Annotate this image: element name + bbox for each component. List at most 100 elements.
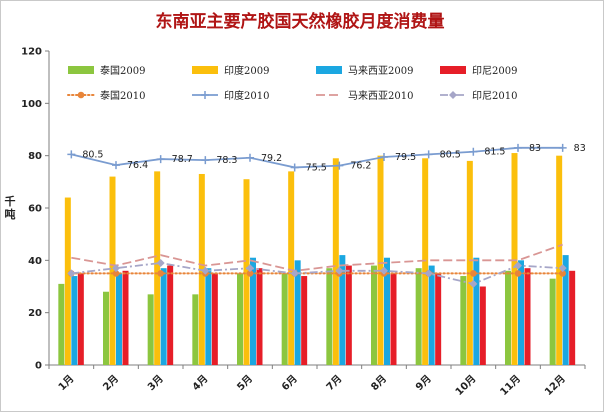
x-tick-label: 8月 <box>369 373 389 393</box>
data-point <box>469 147 478 156</box>
bar <box>384 257 390 365</box>
data-label: 80.5 <box>440 149 461 160</box>
data-point <box>424 150 433 159</box>
legend-marker <box>77 91 85 99</box>
bar <box>390 273 397 365</box>
bar <box>339 255 346 365</box>
y-axis: 0 20 40 60 80 100 120 <box>21 47 50 372</box>
bar-series <box>77 265 576 365</box>
legend-marker <box>449 91 457 99</box>
data-label: 80.5 <box>82 149 103 160</box>
legend-label: 印尼2009 <box>472 65 517 77</box>
series-line <box>71 146 563 169</box>
data-point <box>514 270 522 277</box>
data-point <box>157 270 164 277</box>
x-tick-label: 5月 <box>235 373 255 393</box>
series-line <box>71 262 563 285</box>
legend-label: 印尼2010 <box>472 90 517 102</box>
bar <box>371 265 377 365</box>
bar <box>326 268 333 365</box>
y-tick-label: 0 <box>35 361 42 372</box>
y-tick-label: 120 <box>21 47 42 58</box>
bar <box>250 257 256 365</box>
x-tick-label: 3月 <box>145 373 165 393</box>
bar <box>211 273 218 365</box>
bar <box>301 276 308 365</box>
legend-item: 印度2010 <box>192 89 269 102</box>
data-point <box>335 266 344 275</box>
series-lines <box>67 143 567 288</box>
line-series <box>68 270 566 277</box>
bar <box>281 273 288 365</box>
bar <box>122 270 129 365</box>
legend-item: 泰国2009 <box>68 64 145 77</box>
data-point <box>201 156 210 165</box>
bar <box>345 265 352 365</box>
bar <box>377 155 384 365</box>
bar <box>511 153 518 365</box>
line-series <box>67 258 567 288</box>
data-point <box>112 270 120 277</box>
series-line <box>71 243 563 272</box>
line-series <box>71 243 563 272</box>
bar <box>422 158 429 365</box>
data-point <box>156 155 165 164</box>
legend-label: 印度2009 <box>224 64 269 77</box>
bar <box>109 176 116 365</box>
bar <box>479 286 486 365</box>
data-label: 76.4 <box>127 160 148 171</box>
data-point <box>246 153 254 162</box>
legend-swatch <box>68 66 94 74</box>
x-tick-label: 12月 <box>542 373 567 398</box>
bar <box>154 171 161 365</box>
legend-item: 泰国2010 <box>67 89 145 102</box>
data-point <box>559 270 566 277</box>
legend: 泰国2009 印度2009 马来西亚2009 印尼2009 泰国2010 印度2010 马来… <box>67 64 517 102</box>
data-point <box>246 264 254 273</box>
data-point <box>156 258 165 267</box>
bar-series <box>71 255 569 365</box>
bar <box>332 158 339 365</box>
data-point <box>290 269 299 278</box>
data-labels: 80.5 76.4 78.7 78.3 79.2 75.5 76.2 79.5 80.5 81.5… <box>82 143 585 174</box>
bar <box>192 294 199 365</box>
data-point <box>424 269 433 278</box>
data-point <box>290 163 299 172</box>
data-label: 79.2 <box>261 153 282 164</box>
bar <box>505 270 511 365</box>
bar <box>466 160 473 365</box>
x-tick-label: 4月 <box>190 373 210 393</box>
line-series <box>67 143 567 172</box>
bar <box>205 268 212 365</box>
legend-label: 印度2010 <box>224 89 269 102</box>
bar <box>549 278 556 365</box>
data-point <box>67 269 76 278</box>
x-tick-label: 9月 <box>413 373 433 393</box>
data-label: 81.5 <box>484 147 505 158</box>
legend-item: 马来西亚2009 <box>316 65 413 77</box>
legend-swatch <box>440 66 466 74</box>
bar <box>64 197 71 365</box>
y-tick-label: 40 <box>28 256 42 267</box>
data-point <box>335 161 344 170</box>
bar <box>243 179 250 365</box>
data-label: 83 <box>529 143 541 154</box>
x-tick-label: 7月 <box>324 373 344 393</box>
data-label: 79.5 <box>395 152 416 163</box>
bar <box>237 273 243 365</box>
bar-series <box>64 153 563 365</box>
legend-swatch <box>192 66 218 74</box>
legend-swatch <box>316 66 342 74</box>
bar <box>77 273 84 365</box>
data-point <box>558 264 567 273</box>
bar <box>288 171 295 365</box>
data-point <box>201 266 210 275</box>
y-tick-label: 100 <box>21 99 42 110</box>
legend-item: 印度2009 <box>192 64 269 77</box>
data-point <box>112 161 120 170</box>
bar <box>435 273 442 365</box>
data-point <box>112 264 120 273</box>
bar <box>116 273 122 365</box>
